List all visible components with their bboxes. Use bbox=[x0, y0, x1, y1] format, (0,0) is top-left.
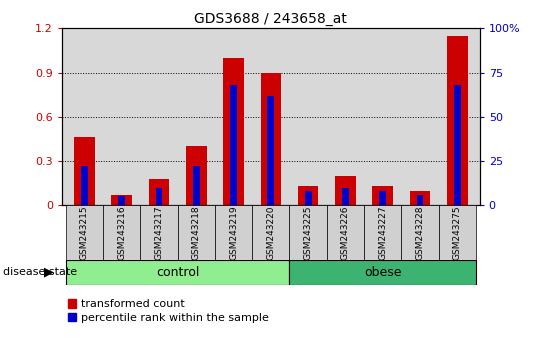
Bar bbox=[364, 205, 402, 260]
Bar bbox=[379, 191, 386, 205]
Text: disease state: disease state bbox=[3, 267, 77, 277]
Bar bbox=[260, 73, 281, 205]
Bar bbox=[417, 195, 424, 205]
Bar bbox=[439, 205, 476, 260]
Text: GSM243219: GSM243219 bbox=[229, 205, 238, 260]
Bar bbox=[267, 96, 274, 205]
Bar bbox=[118, 196, 125, 205]
Bar bbox=[289, 205, 327, 260]
Legend: transformed count, percentile rank within the sample: transformed count, percentile rank withi… bbox=[67, 299, 269, 323]
Text: GSM243228: GSM243228 bbox=[416, 206, 425, 260]
Bar bbox=[103, 205, 140, 260]
Bar bbox=[372, 186, 393, 205]
Bar bbox=[230, 85, 237, 205]
Bar bbox=[193, 166, 199, 205]
Bar bbox=[112, 195, 132, 205]
Text: GSM243216: GSM243216 bbox=[117, 205, 126, 260]
Bar bbox=[223, 58, 244, 205]
Bar bbox=[342, 188, 349, 205]
Bar bbox=[402, 205, 439, 260]
Bar bbox=[215, 205, 252, 260]
Bar bbox=[186, 146, 206, 205]
Text: control: control bbox=[156, 266, 199, 279]
Text: GSM243275: GSM243275 bbox=[453, 205, 462, 260]
Bar bbox=[140, 205, 178, 260]
Text: ▶: ▶ bbox=[44, 266, 54, 278]
Text: GSM243215: GSM243215 bbox=[80, 205, 89, 260]
Bar bbox=[66, 205, 103, 260]
Bar bbox=[335, 176, 356, 205]
Text: GSM243218: GSM243218 bbox=[192, 205, 201, 260]
Bar bbox=[252, 205, 289, 260]
Bar bbox=[289, 260, 476, 285]
Bar bbox=[178, 205, 215, 260]
Bar bbox=[298, 186, 319, 205]
Bar bbox=[410, 190, 430, 205]
Bar bbox=[327, 205, 364, 260]
Bar bbox=[74, 137, 95, 205]
Text: GSM243227: GSM243227 bbox=[378, 206, 387, 260]
Text: obese: obese bbox=[364, 266, 402, 279]
Text: GSM243225: GSM243225 bbox=[303, 206, 313, 260]
Bar bbox=[66, 260, 289, 285]
Text: GSM243217: GSM243217 bbox=[155, 205, 163, 260]
Text: GSM243220: GSM243220 bbox=[266, 206, 275, 260]
Title: GDS3688 / 243658_at: GDS3688 / 243658_at bbox=[195, 12, 347, 26]
Bar bbox=[447, 36, 468, 205]
Bar bbox=[156, 188, 162, 205]
Bar bbox=[454, 85, 461, 205]
Bar bbox=[81, 166, 88, 205]
Text: GSM243226: GSM243226 bbox=[341, 206, 350, 260]
Bar bbox=[149, 179, 169, 205]
Bar bbox=[305, 191, 312, 205]
